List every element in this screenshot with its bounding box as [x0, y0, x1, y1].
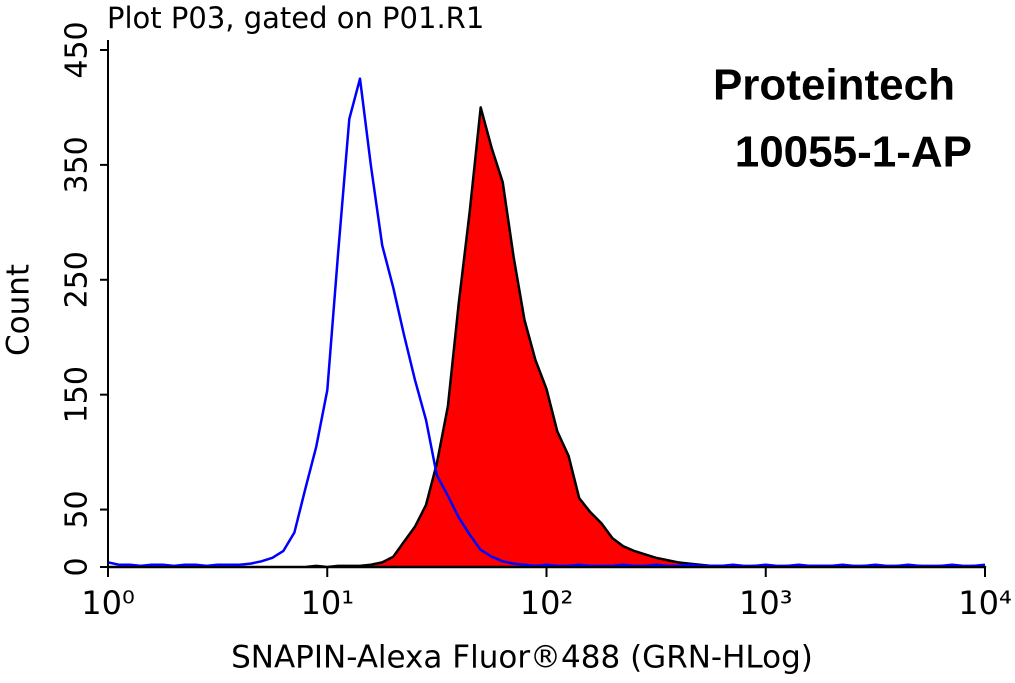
x-tick-label: 10⁰: [81, 584, 135, 622]
y-tick-label: 50: [60, 490, 95, 528]
y-tick-label: 450: [60, 21, 95, 78]
chart-title: Plot P03, gated on P01.R1: [107, 1, 484, 35]
histogram-line: [107, 77, 986, 568]
y-tick-label: 250: [60, 251, 95, 308]
x-tick-label: 10⁴: [958, 584, 1012, 622]
x-axis-label: SNAPIN-Alexa Fluor®488 (GRN-HLog): [231, 640, 813, 676]
y-tick-label: 350: [60, 136, 95, 193]
x-tick-label: 10³: [739, 584, 793, 622]
y-tick-label: 0: [60, 557, 95, 576]
annotation: Proteintech: [713, 61, 955, 110]
x-tick-label: 10¹: [300, 584, 354, 622]
y-axis-label: Count: [1, 264, 37, 356]
x-tick-label: 10²: [520, 584, 574, 622]
y-tick-label: 150: [60, 366, 95, 423]
annotation: 10055-1-AP: [735, 128, 972, 177]
